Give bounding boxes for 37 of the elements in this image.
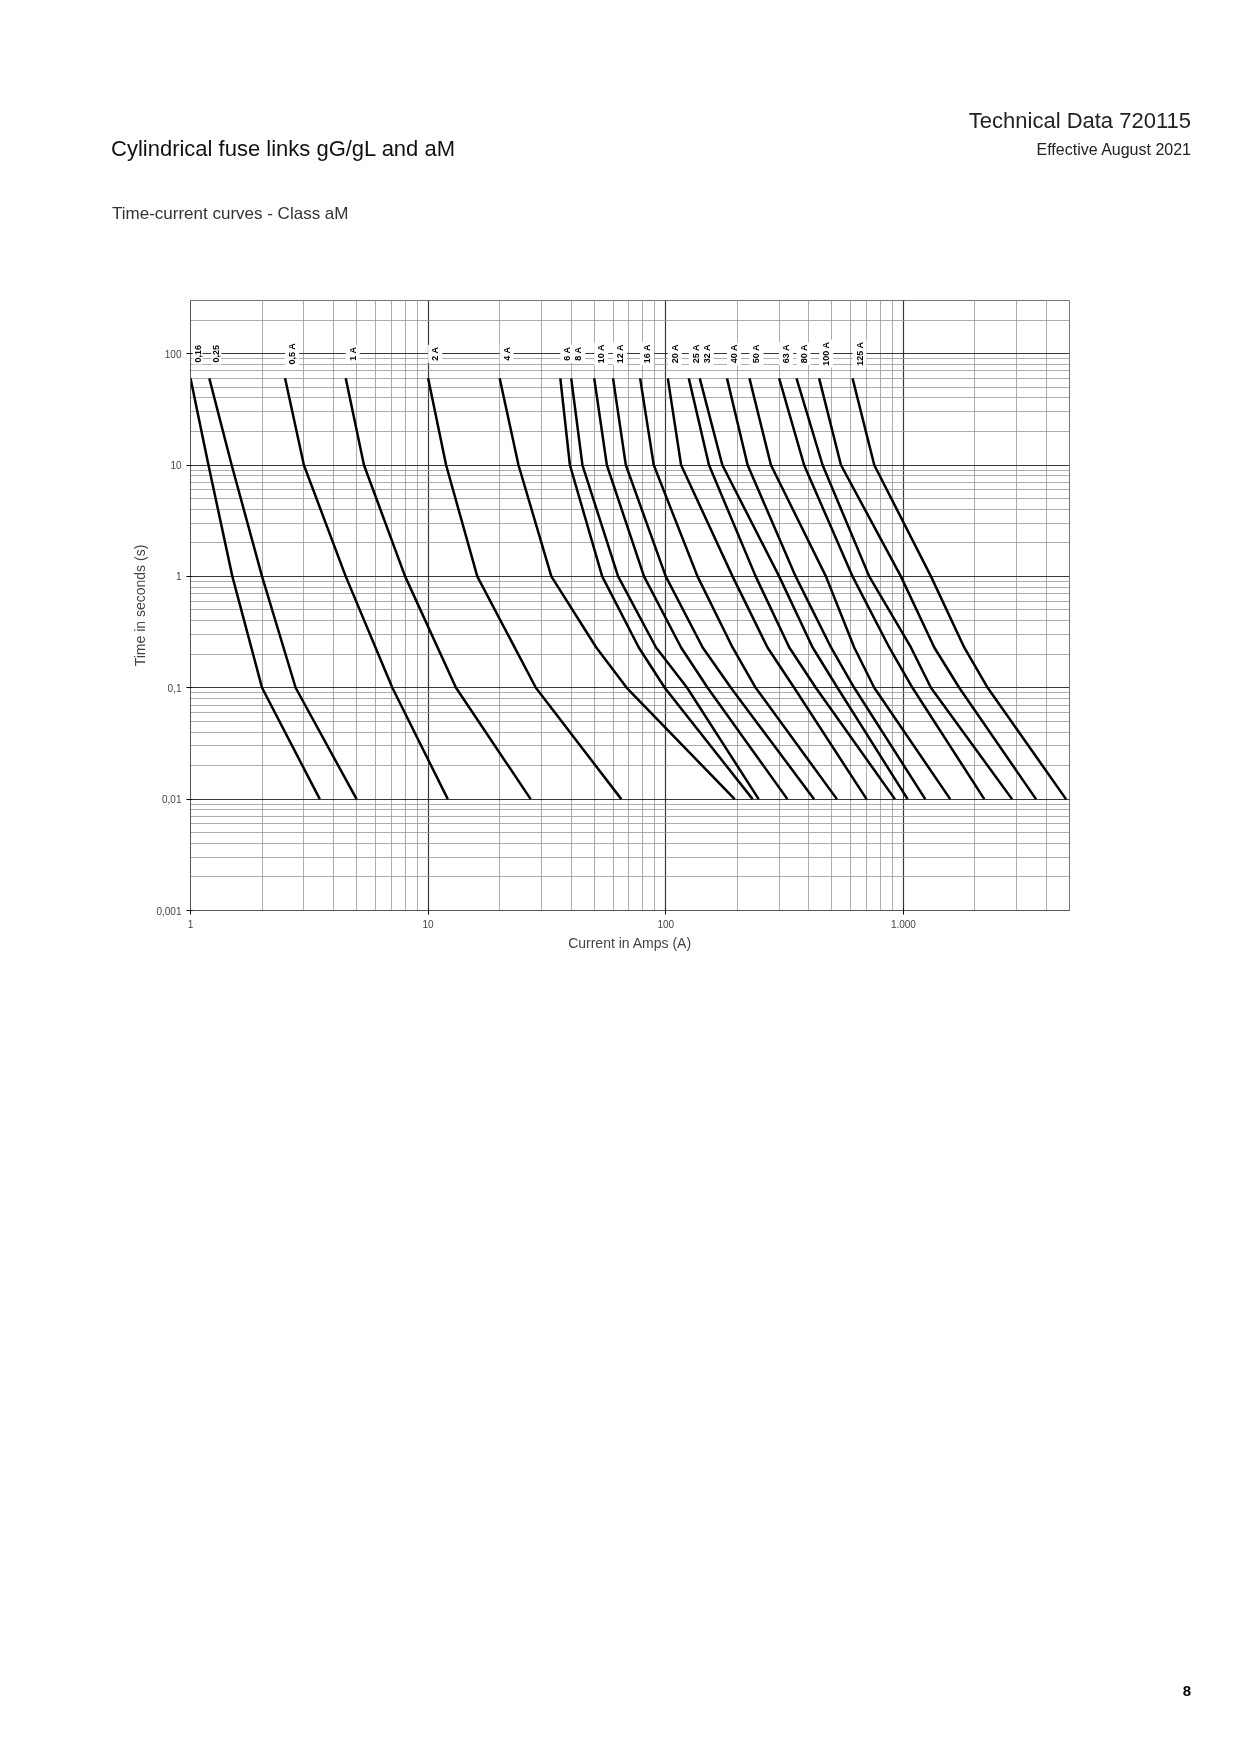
x-tick-label: 10: [422, 918, 435, 930]
text: 40 A: [729, 343, 739, 364]
text: 1 A: [347, 346, 358, 361]
text: 125 A: [854, 341, 865, 366]
text: 2 A: [430, 346, 441, 361]
text: 80 A: [798, 343, 809, 364]
text: Technical Data 720115: [968, 107, 1191, 135]
text: 25 A: [690, 343, 701, 364]
x-tick-label: 1.000: [890, 918, 917, 930]
x-tick-label: 100: [657, 918, 675, 930]
text: 0,25: [211, 344, 222, 363]
text: 8 A: [573, 346, 584, 361]
text: Effective August 2021: [1036, 140, 1191, 160]
y-tick-label: 0,01: [162, 794, 182, 806]
y-tick-label: 10: [170, 460, 182, 472]
y-tick-label: 100: [164, 348, 182, 360]
text: 8: [1182, 1681, 1191, 1701]
text: 4 A: [501, 346, 512, 361]
text: 63 A: [781, 343, 792, 364]
text: 10 A: [596, 343, 607, 364]
y-tick-label: 0,001: [156, 905, 182, 917]
y-tick-label: 0,1: [167, 682, 182, 694]
text: 16 A: [642, 343, 653, 364]
text: 20 A: [669, 343, 680, 364]
x-axis-title: Current in Amps (A): [568, 934, 692, 951]
chart-subtitle: Time-current curves - Class aM: [112, 203, 349, 225]
text: 50 A: [751, 343, 762, 364]
chart-title: Cylindrical fuse links gG/gL and aM: [111, 135, 456, 163]
y-axis-title: Time in seconds (s): [132, 544, 149, 667]
x-tick-label: 1: [187, 918, 194, 930]
text: 6 A: [562, 346, 573, 361]
text: 0,5 A: [287, 342, 298, 365]
text: 32 A: [701, 343, 712, 364]
y-tick-label: 1: [175, 571, 182, 583]
text: 100 A: [821, 341, 832, 366]
text: 12 A: [615, 343, 626, 364]
text: 0,16: [192, 344, 203, 363]
